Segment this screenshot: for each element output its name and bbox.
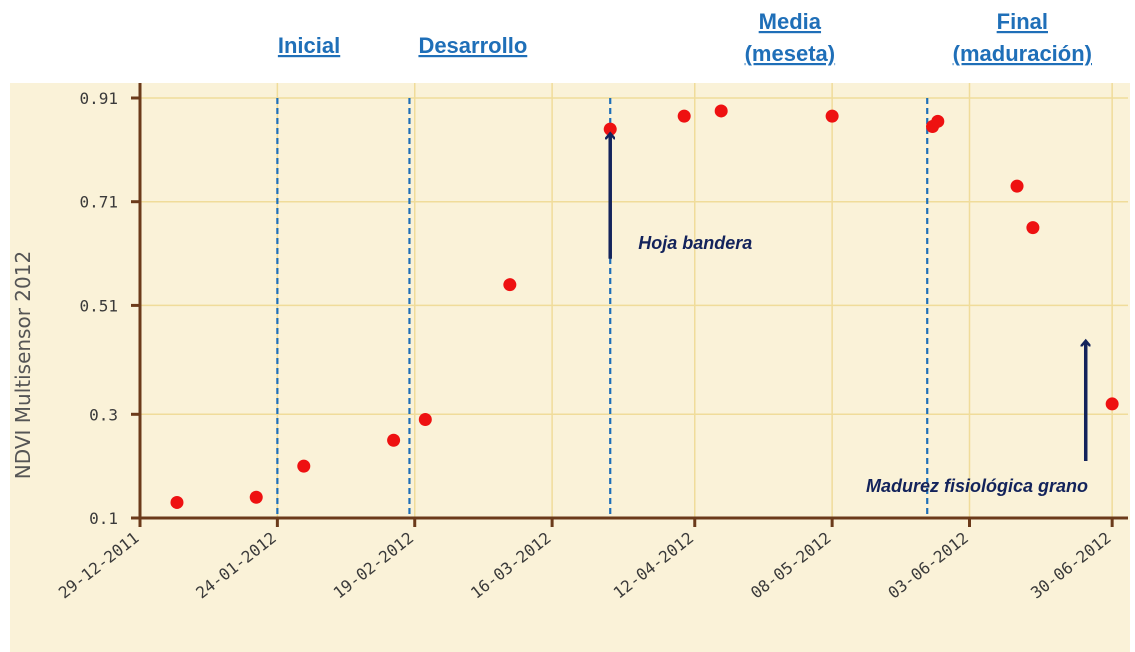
stage-label: Desarrollo xyxy=(418,33,527,58)
stage-label-line: Inicial xyxy=(278,33,340,58)
data-point xyxy=(931,114,945,128)
annotation-label: Madurez fisiológica grano xyxy=(866,476,1088,496)
stage-divider-lines xyxy=(276,98,929,518)
annotation-label: Hoja bandera xyxy=(638,233,752,253)
data-point xyxy=(170,495,184,509)
stage-label-line: (maduración) xyxy=(953,41,1092,66)
y-tick-label: 0.1 xyxy=(89,509,118,528)
y-tick-label: 0.91 xyxy=(79,89,118,108)
y-axis-title: NDVI Multisensor 2012 xyxy=(11,251,35,479)
plot-background xyxy=(10,83,1130,652)
data-point xyxy=(1026,221,1040,235)
annotations: Hoja bandera Madurez fisiológica grano xyxy=(610,134,1088,496)
data-point xyxy=(503,278,517,292)
y-tick-label: 0.71 xyxy=(79,193,118,212)
data-point xyxy=(387,433,401,447)
data-point xyxy=(249,490,263,504)
data-point xyxy=(714,104,728,118)
data-point xyxy=(1105,397,1119,411)
data-point xyxy=(297,459,311,473)
data-point xyxy=(677,109,691,123)
data-point xyxy=(1010,179,1024,193)
axes xyxy=(131,83,1128,527)
stage-labels: Inicial Desarrollo Media (meseta) Final (madu… xyxy=(278,9,1092,66)
data-point xyxy=(603,122,617,136)
stage-label-line: Media xyxy=(759,9,822,34)
stage-label: Inicial xyxy=(278,33,340,58)
stage-label-line: Final xyxy=(997,9,1048,34)
stage-label: Final (maduración) xyxy=(953,9,1092,66)
stage-label-line: (meseta) xyxy=(745,41,835,66)
y-tick-labels: 0.1 0.3 0.51 0.71 0.91 xyxy=(79,89,118,528)
data-point xyxy=(825,109,839,123)
stage-label-line: Desarrollo xyxy=(418,33,527,58)
stage-label: Media (meseta) xyxy=(745,9,835,66)
y-tick-label: 0.3 xyxy=(89,405,118,424)
data-points xyxy=(170,104,1119,509)
y-tick-label: 0.51 xyxy=(79,296,118,315)
data-point xyxy=(418,412,432,426)
